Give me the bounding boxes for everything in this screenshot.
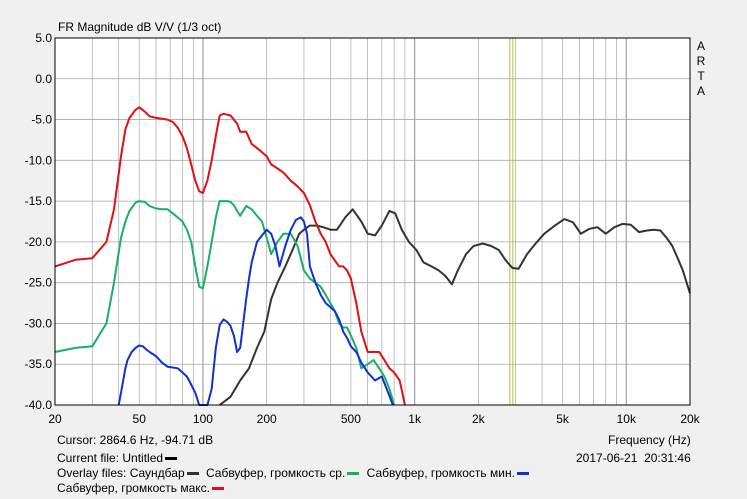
- y-tick-label: 0.0: [35, 72, 52, 86]
- plot-area[interactable]: [54, 37, 691, 406]
- y-tick-label: -20.0: [25, 235, 53, 249]
- overlay-swatch-soundbar: [186, 472, 199, 476]
- grid: [55, 37, 690, 406]
- cursor-readout: Cursor: 2864.6 Hz, -94.71 dB: [57, 433, 214, 447]
- overlay-item-soundbar: Саундбар: [129, 466, 185, 480]
- x-tick-label: 50: [133, 412, 147, 426]
- x-tick-label: 5k: [556, 412, 570, 426]
- plot-frame: [54, 37, 691, 406]
- frequency-axis-label: Frequency (Hz): [608, 433, 691, 447]
- x-tick-label: 200: [257, 412, 277, 426]
- x-tick-label: 1k: [408, 412, 422, 426]
- overlay-swatch-sub-max: [211, 487, 224, 491]
- side-label-letter: R: [697, 54, 706, 68]
- side-label-letter: A: [697, 84, 705, 98]
- overlay-files-row: Overlay files: Саундбар Сабвуфер, громко…: [57, 466, 533, 480]
- y-tick-label: -10.0: [25, 153, 53, 167]
- series-lines: [54, 106, 691, 406]
- side-label-letter: A: [697, 39, 705, 53]
- current-file-swatch: [165, 457, 178, 461]
- overlay-prefix: Overlay files:: [57, 466, 127, 480]
- time-label: 20:31:46: [644, 451, 691, 465]
- series-line: [54, 106, 406, 406]
- current-file-label: Current file: Untitled: [57, 451, 164, 465]
- y-tick-label: 5.0: [35, 31, 52, 45]
- cursor-marker: [509, 38, 514, 405]
- date-label: 2017-06-21: [576, 451, 638, 465]
- y-tick-label: -40.0: [25, 398, 53, 412]
- y-tick-label: -35.0: [25, 357, 53, 371]
- overlay-swatch-sub-min: [516, 472, 529, 476]
- series-line: [219, 208, 691, 406]
- x-tick-label: 500: [341, 412, 361, 426]
- side-label-letter: T: [697, 69, 705, 83]
- x-tick-labels: 20 50 100 200 500 1k 2k 5k 10k 20k: [48, 412, 700, 426]
- overlay-swatch-sub-mid: [347, 472, 360, 476]
- y-tick-label: -25.0: [25, 276, 53, 290]
- overlay-item-sub-max: Сабвуфер, громкость макс.: [57, 481, 210, 495]
- x-tick-label: 10k: [617, 412, 637, 426]
- x-tick-label: 100: [193, 412, 213, 426]
- current-file-row: Current file: Untitled: [57, 451, 181, 465]
- overlay-files-row-2: Сабвуфер, громкость макс.: [57, 481, 228, 495]
- y-tick-label: -5.0: [31, 113, 52, 127]
- x-tick-label: 2k: [472, 412, 486, 426]
- overlay-item-sub-mid: Сабвуфер, громкость ср.: [205, 466, 346, 480]
- y-tick-label: -30.0: [25, 316, 53, 330]
- y-tick-label: -15.0: [25, 194, 53, 208]
- y-tick-labels: 5.0 0.0 -5.0 -10.0 -15.0 -20.0 -25.0 -30.0 -35.0…: [25, 31, 53, 412]
- series-line: [117, 216, 394, 406]
- x-tick-label: 20k: [680, 412, 700, 426]
- chart-title: FR Magnitude dB V/V (1/3 oct): [58, 20, 221, 34]
- overlay-item-sub-min: Сабвуфер, громкость мин.: [366, 466, 515, 480]
- x-tick-label: 20: [48, 412, 62, 426]
- timestamp: 2017-06-21 20:31:46: [576, 451, 691, 465]
